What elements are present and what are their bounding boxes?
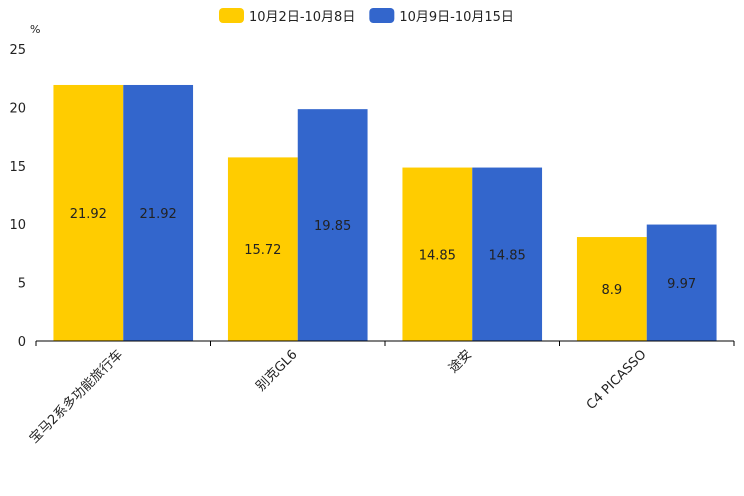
bar	[646, 224, 717, 341]
legend-swatch	[369, 8, 395, 23]
y-tick-label: 5	[18, 277, 26, 292]
bar	[576, 237, 647, 341]
legend-swatch	[219, 8, 244, 23]
bar	[53, 84, 124, 342]
bar	[472, 167, 543, 341]
legend-label: 10月2日-10月8日	[249, 10, 355, 25]
y-axis-unit: %	[30, 23, 40, 36]
bar-value-label: 21.92	[140, 207, 177, 222]
bar	[227, 157, 298, 341]
bar-value-label: 19.85	[314, 219, 351, 234]
x-tick-label: C4 PICASSO	[584, 347, 650, 413]
bar-value-label: 14.85	[419, 248, 456, 263]
y-tick-label: 10	[9, 218, 26, 233]
y-tick-label: 25	[9, 43, 26, 58]
legend-label: 10月9日-10月15日	[399, 10, 514, 25]
x-tick-label: 宝马2系多功能旅行车	[26, 347, 126, 447]
x-tick-label: 别克GL6	[253, 347, 300, 394]
bar-value-label: 21.92	[70, 207, 107, 222]
bar	[297, 109, 368, 341]
bar-value-label: 8.9	[602, 283, 623, 298]
bar	[123, 84, 194, 342]
y-tick-label: 15	[9, 160, 26, 175]
y-tick-label: 0	[18, 335, 26, 350]
x-tick-label: 途安	[445, 347, 475, 377]
bar-value-label: 14.85	[489, 248, 526, 263]
y-tick-label: 20	[9, 101, 26, 116]
bar	[402, 167, 473, 341]
bar-value-label: 15.72	[244, 243, 281, 258]
bar-value-label: 9.97	[667, 277, 696, 292]
